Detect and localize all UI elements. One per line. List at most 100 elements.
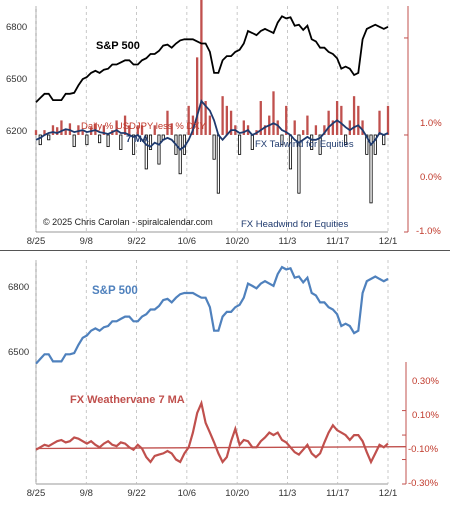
x-tick-label: 12/1 (378, 236, 398, 247)
fx-bar (60, 120, 63, 135)
fx-bar (263, 125, 267, 135)
bottom-left-tick-6800: 6800 (8, 282, 30, 293)
fx-bar (191, 115, 195, 135)
x-tick-label: 11/3 (278, 236, 297, 247)
fx-bar (140, 125, 144, 135)
fx-bar (64, 130, 67, 135)
fx-bar (115, 120, 118, 135)
sp500-line (35, 15, 389, 103)
fx-bar (285, 105, 288, 135)
fx-bar (170, 123, 173, 135)
fx-bar (378, 110, 381, 135)
fx-bar (148, 134, 153, 150)
fx-bar (323, 125, 326, 135)
fx-bar (34, 130, 38, 135)
fx-bar (225, 105, 228, 135)
x-tick-label: 9/22 (127, 236, 146, 247)
top-right-tick-neg1pct: -1.0% (416, 226, 441, 237)
ma7-line (35, 99, 389, 151)
fx-bar (166, 110, 169, 135)
top-ma-label: 7 MA (126, 134, 149, 145)
fx-bar (344, 134, 348, 146)
fx-bar (331, 120, 335, 135)
fx-bar (306, 115, 309, 135)
fx-bar (136, 125, 139, 135)
x-tick-label: 8/25 (26, 236, 46, 247)
fx-bar (98, 134, 102, 144)
x-tick-label: 9/8 (79, 488, 93, 499)
fx-bar (335, 101, 339, 135)
fx-bar (229, 110, 233, 135)
x-tick-label: 10/6 (177, 236, 197, 247)
baseline-line (35, 446, 407, 450)
bottom-fx-label: FX Weathervane 7 MA (70, 394, 185, 406)
fx-bar (94, 123, 97, 135)
fx-bar (259, 101, 262, 135)
fx-bar (365, 134, 369, 155)
top-left-tick-6200: 6200 (6, 126, 28, 137)
fx-bar (386, 105, 390, 135)
fx-bar (238, 134, 242, 155)
x-tick-label: 9/8 (79, 236, 93, 247)
x-tick-label: 10/20 (225, 236, 250, 247)
x-tick-label: 11/17 (326, 488, 350, 499)
fx-bar (276, 120, 279, 135)
top-chart-svg (34, 0, 409, 233)
fx-weathervane-line (35, 399, 389, 465)
fx-bar (318, 134, 322, 155)
top-headwind-label: FX Headwind for Equities (241, 219, 349, 230)
fx-bar (43, 130, 46, 135)
fx-bar (302, 130, 305, 135)
x-tick-label: 11/17 (326, 236, 350, 247)
bottom-right-tick-030: 0.30% (412, 376, 439, 387)
fx-bar (361, 120, 364, 135)
fx-bar (119, 134, 123, 150)
fx-bar (106, 134, 110, 148)
top-fx-label: Daily % USDJPY less % DXY (81, 121, 206, 132)
fx-bar (196, 57, 199, 135)
top-left-tick-6800: 6800 (6, 22, 28, 33)
bottom-sp-label: S&P 500 (92, 285, 138, 297)
top-tailwind-label: FX Tailwind for Equities (255, 139, 354, 150)
fx-bar (297, 134, 301, 194)
fx-bar (348, 120, 351, 135)
sp500-line (35, 265, 389, 365)
bottom-right-tick-neg030: -0.30% (408, 478, 439, 489)
top-chart-panel: S&P 500 Daily % USDJPY less % DXY 7 MA F… (0, 0, 450, 252)
fx-bar (85, 134, 89, 146)
fx-bar (153, 125, 156, 135)
fx-bar (72, 134, 76, 148)
fx-bar (369, 134, 373, 204)
bottom-chart-svg (35, 260, 407, 485)
fx-bar (77, 125, 80, 135)
panel-separator (0, 250, 450, 251)
fx-bar (178, 134, 182, 175)
fx-bar (216, 134, 220, 194)
top-right-tick-0pct: 0.0% (420, 172, 442, 183)
fx-bar (38, 134, 42, 146)
fx-bar (131, 134, 136, 155)
fx-bar (157, 134, 161, 165)
fx-bar (204, 101, 207, 135)
fx-bar (68, 123, 72, 135)
fx-bar (81, 130, 84, 135)
fx-bar (250, 134, 254, 150)
x-tick-label: 8/25 (26, 488, 46, 499)
bottom-right-tick-neg010: -0.10% (408, 444, 439, 455)
fx-bar (310, 134, 314, 150)
fx-bar (56, 127, 59, 135)
top-left-tick-6500: 6500 (6, 74, 28, 85)
x-tick-label: 11/3 (278, 488, 297, 499)
bottom-left-tick-6500: 6500 (8, 347, 30, 358)
x-tick-label: 10/20 (225, 488, 250, 499)
bottom-right-tick-010: 0.10% (412, 410, 439, 421)
fx-bar (208, 115, 212, 135)
fx-bar (352, 96, 356, 135)
fx-bar (327, 110, 330, 135)
fx-bar (293, 120, 296, 135)
fx-bar (242, 120, 245, 135)
fx-bar (280, 134, 284, 146)
fx-bar (221, 96, 224, 135)
fx-bar (123, 115, 127, 135)
fx-bar (102, 125, 106, 135)
